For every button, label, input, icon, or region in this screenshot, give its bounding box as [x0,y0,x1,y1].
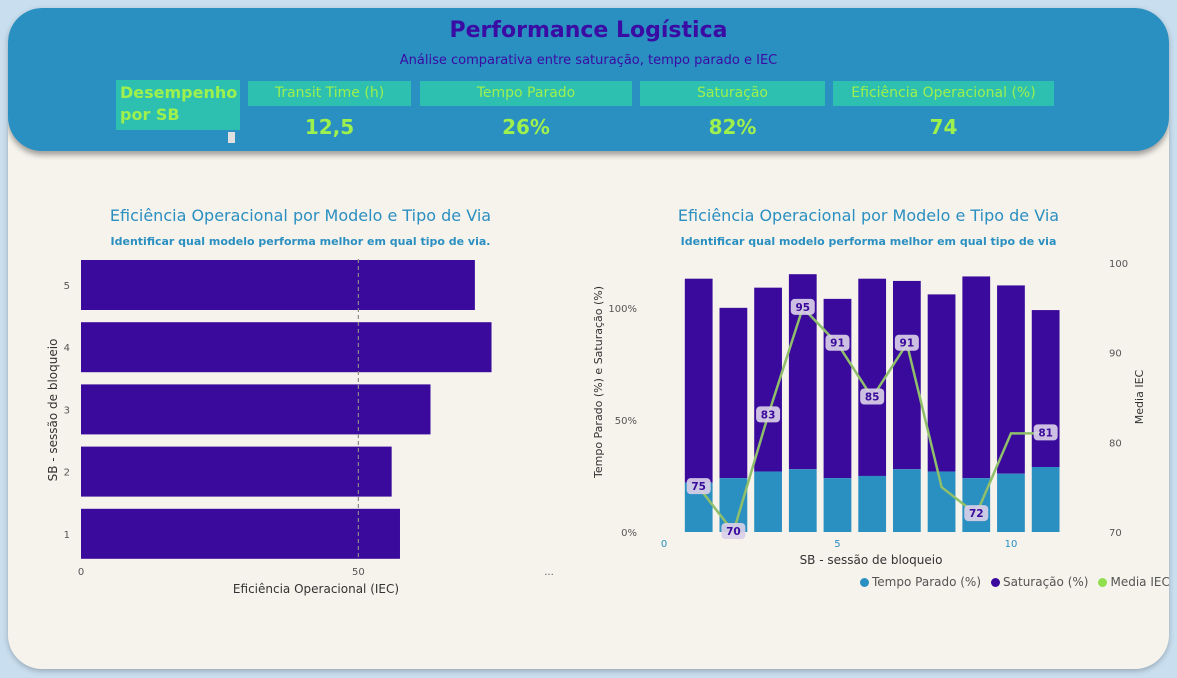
right-chart-title: Eficiência Operacional por Modelo e Tipo… [677,206,1060,225]
dashboard-canvas: Performance Logística Análise comparativ… [8,8,1169,669]
x-tick-label: 0 [78,567,84,578]
kpi-value-transit-time: 12,5 [304,115,355,139]
bar-saturacao-10 [997,285,1025,474]
legend-item-media-iec[interactable]: Media IEC [1098,575,1169,589]
bar-tempo-parado-4 [788,469,817,532]
data-label-bg [686,478,711,495]
bar-saturacao-1 [684,278,713,483]
bar-saturacao-6 [858,278,887,476]
left-bar-chart[interactable]: 5 4 3 2 1 0 50 ... Eficiência Operacional (IEC) S… [8,8,588,669]
x-tick-label: 5 [834,539,840,550]
bar-tempo-parado-11 [1031,466,1060,532]
x-tick-label: 50 [352,567,365,578]
bar-saturacao-5 [823,298,852,479]
x-axis-more: ... [544,567,554,578]
kpi-value-tempo-parado: 26% [502,115,550,139]
bar-saturacao-9 [962,276,991,479]
header-banner: Performance Logística Análise comparativ… [8,8,1169,151]
x-axis-title: Eficiência Operacional (IEC) [233,582,399,596]
page-subtitle: Análise comparativa entre saturação, tem… [399,53,778,68]
data-label-bg [860,388,885,405]
legend-dot-icon [991,577,1001,587]
data-label-media-iec: 95 [795,302,810,314]
bar-saturacao-2 [719,307,748,479]
legend-dot-icon [1098,577,1108,587]
data-label-bg [964,505,989,522]
y2-tick-label: 70 [1109,528,1122,539]
sb-slicer[interactable]: Desempenho por SB [116,80,240,130]
kpi-label-transit-time: Transit Time (h) [248,81,411,106]
kpi-label-eficiencia: Eficiência Operacional (%) [833,81,1054,106]
kpi-label-tempo-parado: Tempo Parado [420,81,632,106]
data-label-media-iec: 85 [865,392,880,404]
bar-tempo-parado-5 [823,478,852,532]
legend-item-tempo-parado[interactable]: Tempo Parado (%) [860,575,981,589]
legend-dot-icon [860,577,869,587]
data-label-bg [825,334,850,351]
y2-tick-label: 80 [1109,438,1122,449]
x-tick-label: 10 [1005,539,1018,550]
data-label-media-iec: 72 [969,508,984,520]
bar-tempo-parado-8 [927,471,956,532]
left-chart-title: Eficiência Operacional por Modelo e Tipo… [109,206,492,225]
kpi-value-eficiencia: 74 [929,115,958,139]
y-tick-label: 2 [64,468,70,479]
x-tick-label: 0 [661,539,667,550]
y-tick-label: 5 [64,281,70,292]
data-label-media-iec: 91 [830,338,845,350]
left-chart-subtitle: Identificar qual modelo performa melhor … [110,235,491,248]
bar-saturacao-8 [927,294,956,472]
data-label-media-iec: 81 [1038,427,1053,439]
bar-tempo-parado-7 [892,469,921,532]
kpi-label-saturacao: Saturação [640,81,825,106]
data-label-bg [790,298,815,315]
y-tick-label: 3 [64,405,70,416]
y-tick-label: 0% [621,528,637,539]
right-chart-subtitle: Identificar qual modelo performa melhor … [680,235,1057,248]
y2-tick-label: 90 [1109,349,1122,360]
bar-tempo-parado-6 [858,475,887,532]
bar-saturacao-3 [754,287,782,472]
bar-sb-2 [81,446,392,497]
y-axis-title: Tempo Parado (%) e Saturação (%) [592,286,605,479]
data-label-bg [756,406,781,423]
right-chart-legend: Tempo Parado (%) Saturação (%) Media IEC [860,575,1169,589]
data-label-bg [1033,424,1058,441]
y-tick-label: 4 [64,343,70,354]
data-label-media-iec: 91 [900,338,915,350]
y-axis-title: SB - sessão de bloqueio [46,339,60,482]
y-tick-label: 50% [615,416,637,427]
page-title: Performance Logística [449,18,728,43]
data-label-bg [894,334,919,351]
kpi-value-saturacao: 82% [708,115,757,139]
data-label-media-iec: 70 [726,526,741,538]
sb-slicer-scrollbar[interactable] [228,132,235,143]
data-label-media-iec: 83 [761,409,776,421]
y-tick-label: 100% [608,304,637,315]
bar-sb-3 [81,384,431,435]
bar-sb-1 [81,508,400,559]
legend-item-saturacao[interactable]: Saturação (%) [991,575,1088,589]
data-label-media-iec: 75 [691,481,706,493]
bar-sb-4 [81,322,492,373]
y2-axis-title: Media IEC [1133,369,1146,424]
bar-tempo-parado-3 [754,471,782,532]
bar-tempo-parado-10 [997,473,1025,532]
y2-tick-label: 100 [1109,259,1128,270]
x-axis-title: SB - sessão de bloqueio [800,553,943,567]
bar-saturacao-11 [1031,310,1060,467]
bar-sb-5 [81,260,475,310]
data-label-bg [721,523,746,539]
y-tick-label: 1 [64,530,70,541]
bar-saturacao-7 [892,280,921,470]
